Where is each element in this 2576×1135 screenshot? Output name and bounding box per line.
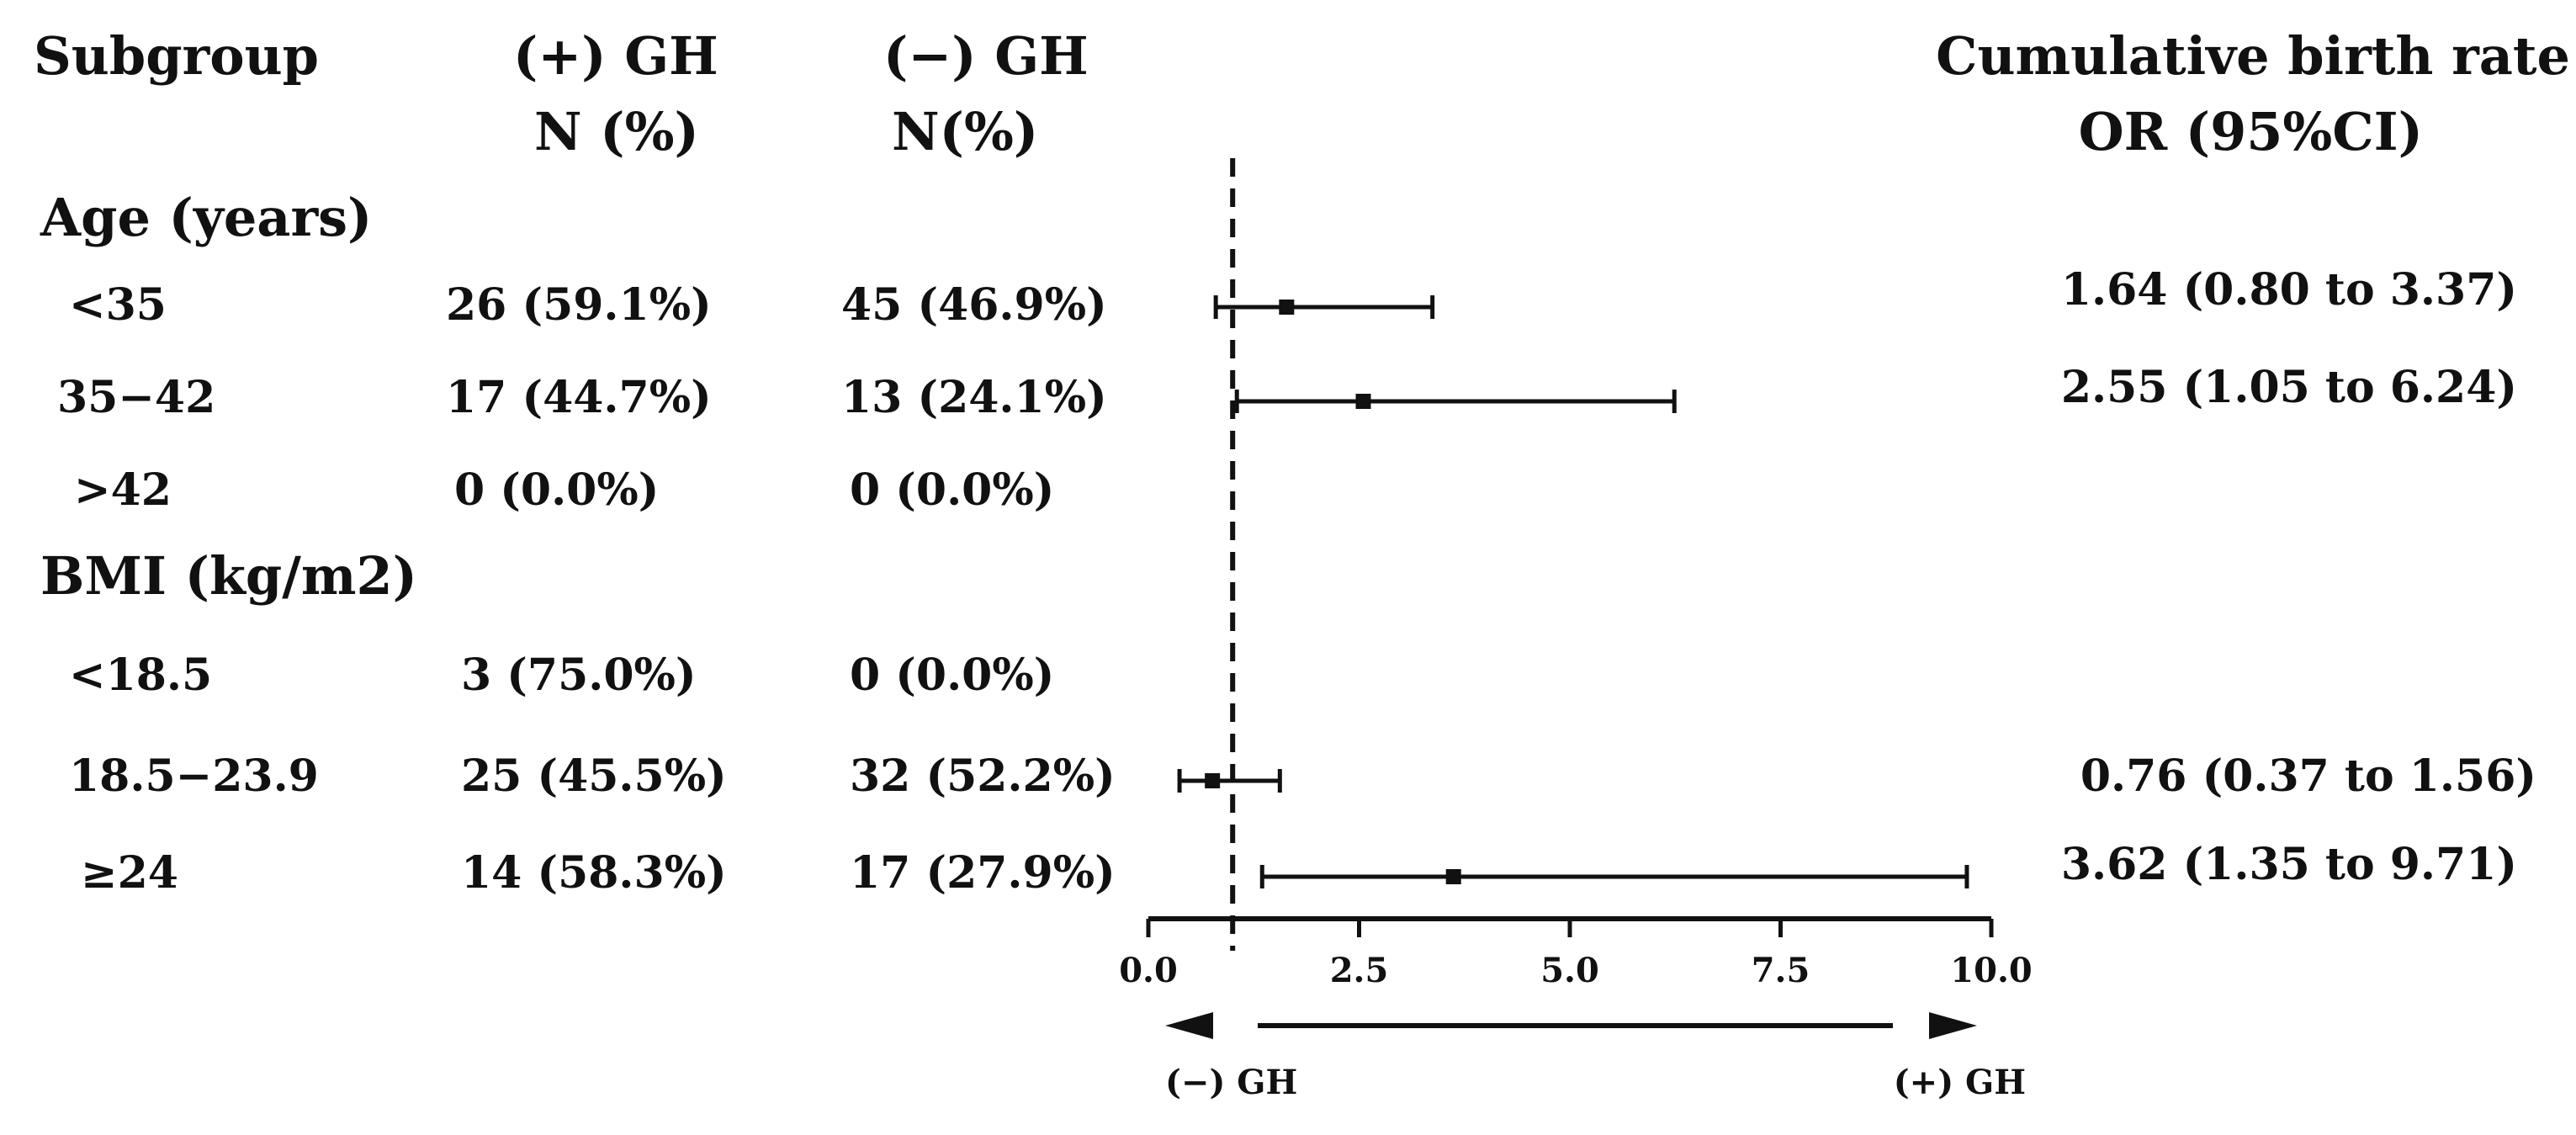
header-outcome: Cumulative birth rate xyxy=(1936,25,2570,87)
header-neg-gh: (−) GH xyxy=(883,25,1089,87)
direction-right-label: (+) GH xyxy=(1894,1063,2026,1102)
direction-left-label: (−) GH xyxy=(1165,1063,1297,1102)
header-outcome-sub: OR (95%CI) xyxy=(2079,101,2423,162)
row-pos-gh: 25 (45.5%) xyxy=(461,750,727,802)
row-or-text: 0.76 (0.37 to 1.56) xyxy=(2080,750,2536,802)
arrow-right-icon xyxy=(1929,1012,1977,1039)
row-or-text: 3.62 (1.35 to 9.71) xyxy=(2061,839,2517,890)
row-neg-gh: 0 (0.0%) xyxy=(850,650,1054,701)
row-label: <35 xyxy=(69,279,167,331)
row-pos-gh: 26 (59.1%) xyxy=(446,279,712,331)
row-pos-gh: 3 (75.0%) xyxy=(461,650,697,701)
header-pos-gh-sub: N (%) xyxy=(534,101,699,162)
group-label-age: Age (years) xyxy=(40,187,372,248)
group-label-bmi: BMI (kg/m2) xyxy=(40,545,417,607)
row-label: <18.5 xyxy=(69,650,212,701)
point-estimate xyxy=(1355,394,1371,409)
row-pos-gh: 0 (0.0%) xyxy=(454,464,659,516)
row-neg-gh: 45 (46.9%) xyxy=(841,279,1107,331)
row-or-text: 2.55 (1.05 to 6.24) xyxy=(2061,362,2517,413)
row-label: ≥24 xyxy=(81,847,178,899)
forest-marks: 0.0 2.5 5.0 7.5 10.0 xyxy=(1119,158,2033,990)
row-neg-gh: 13 (24.1%) xyxy=(841,372,1107,423)
row-pos-gh: 17 (44.7%) xyxy=(446,372,712,423)
row-label: 35−42 xyxy=(57,372,215,423)
row-pos-gh: 14 (58.3%) xyxy=(461,847,727,899)
row-neg-gh: 32 (52.2%) xyxy=(850,750,1116,802)
row-neg-gh: 0 (0.0%) xyxy=(850,464,1054,516)
point-estimate xyxy=(1445,869,1461,884)
row-label: 18.5−23.9 xyxy=(69,750,319,802)
row-or-text: 1.64 (0.80 to 3.37) xyxy=(2061,264,2517,316)
point-estimate xyxy=(1205,773,1221,788)
x-tick-label: 2.5 xyxy=(1330,951,1389,990)
header-subgroup: Subgroup xyxy=(34,25,319,87)
header-pos-gh: (+) GH xyxy=(513,25,718,87)
row-label: >42 xyxy=(74,464,172,516)
x-tick-label: 5.0 xyxy=(1540,951,1599,990)
x-tick-label: 0.0 xyxy=(1119,951,1178,990)
row-neg-gh: 17 (27.9%) xyxy=(850,847,1116,899)
arrow-left-icon xyxy=(1165,1012,1213,1039)
point-estimate xyxy=(1279,300,1295,315)
x-tick-label: 7.5 xyxy=(1752,951,1810,990)
x-tick-label: 10.0 xyxy=(1950,951,2032,990)
header-neg-gh-sub: N(%) xyxy=(892,101,1038,162)
